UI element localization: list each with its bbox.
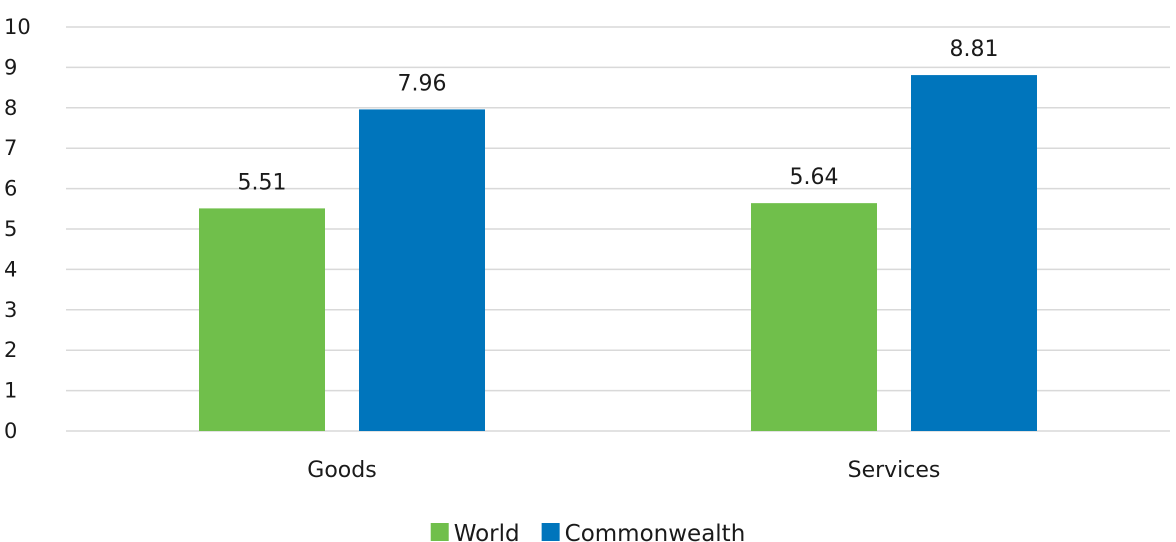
y-tick-label-0: 0 <box>4 419 17 443</box>
y-tick-label-2: 2 <box>4 338 17 362</box>
y-tick-label-10: 10 <box>4 15 31 39</box>
legend-item-world: World <box>430 521 520 542</box>
data-label-world-services: 5.64 <box>790 165 839 190</box>
legend-label-world: World <box>454 521 520 542</box>
data-labels: 5.51 7.96 5.64 8.81 <box>238 37 999 195</box>
y-tick-label-6: 6 <box>4 177 17 201</box>
y-tick-label-1: 1 <box>4 379 17 403</box>
bar-commonwealth-goods <box>359 109 485 431</box>
x-category-label-services: Services <box>848 458 941 483</box>
legend-swatch-commonwealth <box>541 523 560 541</box>
bars <box>199 75 1037 432</box>
legend-item-commonwealth: Commonwealth <box>541 521 746 542</box>
bar-commonwealth-services <box>911 75 1037 432</box>
data-label-commonwealth-goods: 7.96 <box>398 71 447 96</box>
y-tick-label-9: 9 <box>4 55 17 79</box>
bar-world-goods <box>199 208 325 431</box>
data-label-commonwealth-services: 8.81 <box>950 37 999 62</box>
y-axis: 0 1 2 3 4 5 6 7 8 9 10 <box>4 15 31 443</box>
data-label-world-goods: 5.51 <box>238 170 287 195</box>
y-tick-label-5: 5 <box>4 217 17 241</box>
legend: World Commonwealth <box>430 521 746 542</box>
x-axis: Goods Services <box>307 458 940 483</box>
y-tick-label-7: 7 <box>4 136 17 160</box>
y-tick-label-4: 4 <box>4 257 17 281</box>
y-tick-label-3: 3 <box>4 298 17 322</box>
bar-world-services <box>751 203 877 431</box>
x-category-label-goods: Goods <box>307 458 376 483</box>
y-tick-label-8: 8 <box>4 96 17 120</box>
legend-label-commonwealth: Commonwealth <box>565 521 746 542</box>
legend-swatch-world <box>430 523 449 541</box>
